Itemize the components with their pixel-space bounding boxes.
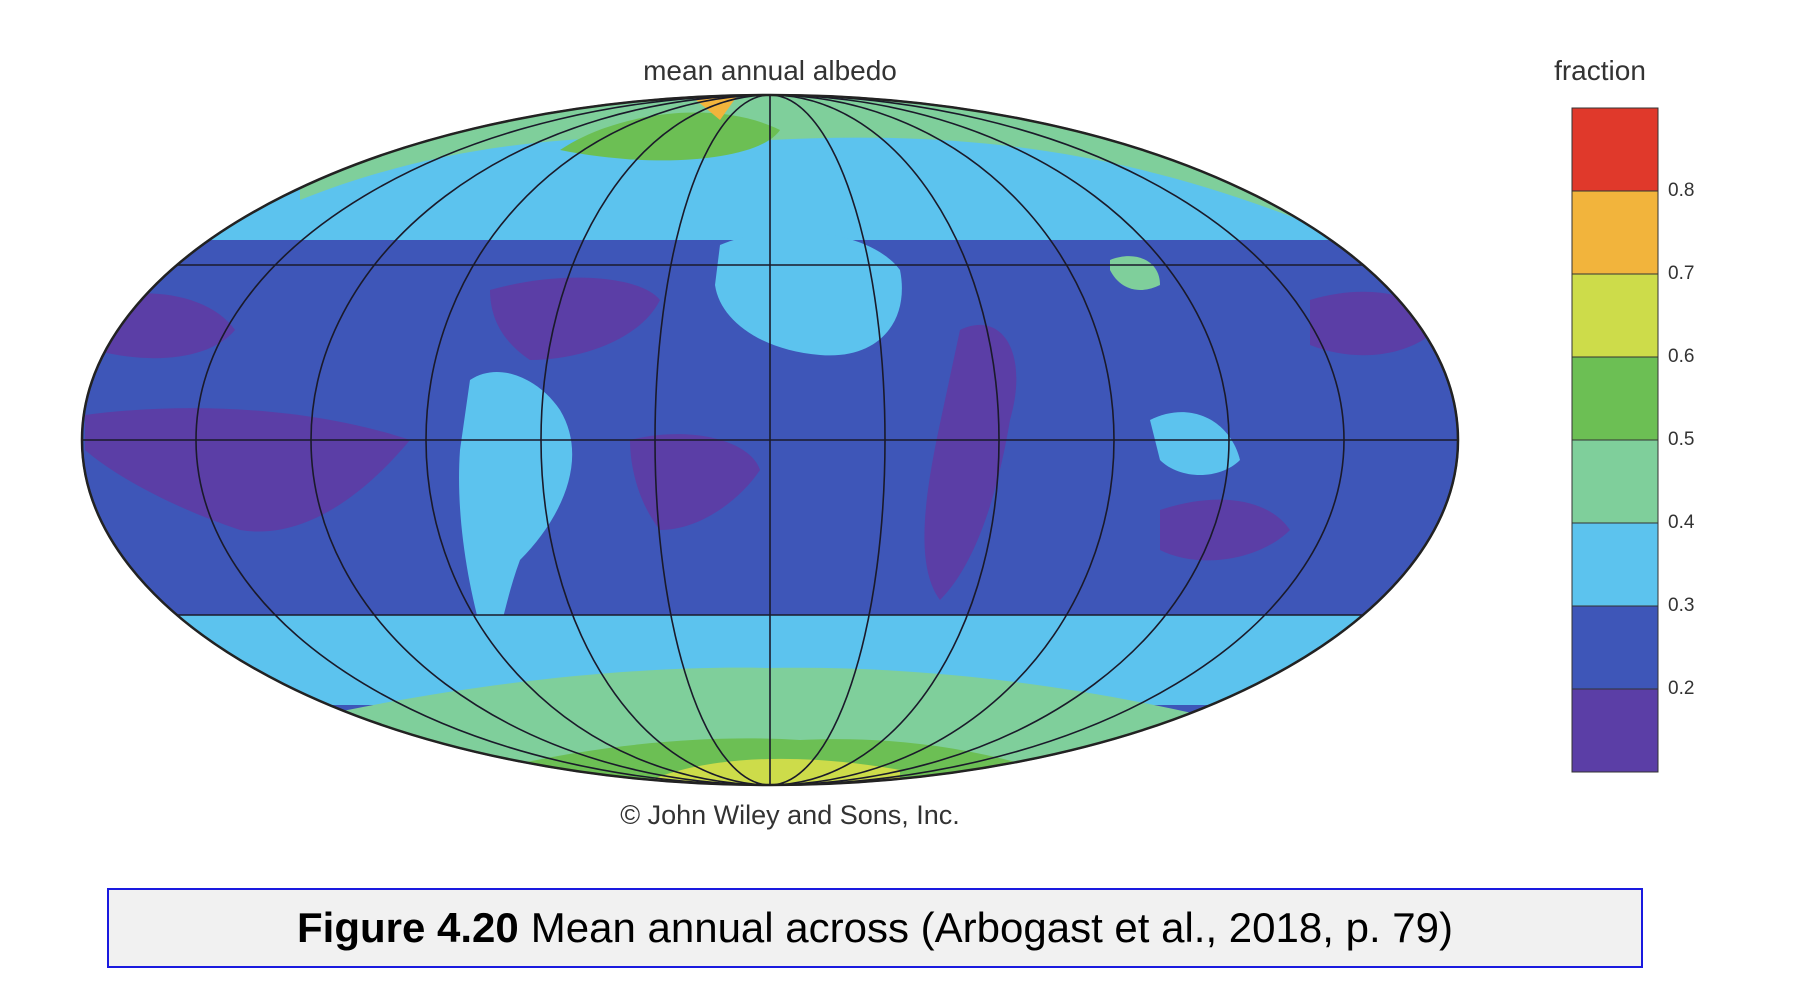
figure-caption: Figure 4.20 Mean annual across (Arbogast…: [107, 888, 1643, 968]
legend-swatch: [1571, 522, 1659, 607]
australia-zone: [1150, 412, 1240, 475]
meridian: [540, 95, 1000, 785]
legend-tick-label: 0.6: [1668, 346, 1695, 367]
south-america-zone: [459, 371, 573, 660]
north-atlantic-low: [490, 277, 660, 360]
legend-tick-label: 0.4: [1668, 512, 1695, 533]
legend-swatch: [1571, 190, 1659, 275]
indian-ocean-low: [924, 324, 1017, 600]
greenland-zone: [560, 112, 780, 161]
legend-swatch: [1571, 356, 1659, 441]
legend-tick-label: 0.3: [1668, 595, 1695, 616]
meridian: [654, 95, 886, 785]
map-title: mean annual albedo: [643, 55, 897, 86]
copyright-notice: © John Wiley and Sons, Inc.: [620, 800, 960, 830]
legend-tick-label: 0.5: [1668, 429, 1695, 450]
south-pacific-low: [1160, 499, 1290, 561]
legend-tick-label: 0.7: [1668, 263, 1695, 284]
meridian: [310, 95, 1230, 785]
globe-border: [80, 93, 1460, 787]
legend-swatch: [1571, 605, 1659, 690]
caption-text: Mean annual across (Arbogast et al., 201…: [530, 904, 1453, 951]
legend-swatch: [1571, 688, 1659, 773]
caption-label: Figure 4.20: [297, 904, 519, 951]
sahara-zone: [715, 231, 902, 356]
legend-tick-label: 0.8: [1668, 180, 1695, 201]
meridian: [195, 95, 1345, 785]
legend-title: fraction: [1554, 55, 1646, 86]
meridian: [425, 95, 1115, 785]
legend-swatch: [1571, 107, 1659, 192]
legend-swatch: [1571, 273, 1659, 358]
legend-colorbar: [1571, 107, 1659, 773]
legend-tick-label: 0.2: [1668, 678, 1695, 699]
graticule: [82, 95, 1458, 785]
legend-swatch: [1571, 439, 1659, 524]
equatorial-pacific-low: [85, 408, 410, 532]
south-atlantic-low: [630, 434, 760, 530]
